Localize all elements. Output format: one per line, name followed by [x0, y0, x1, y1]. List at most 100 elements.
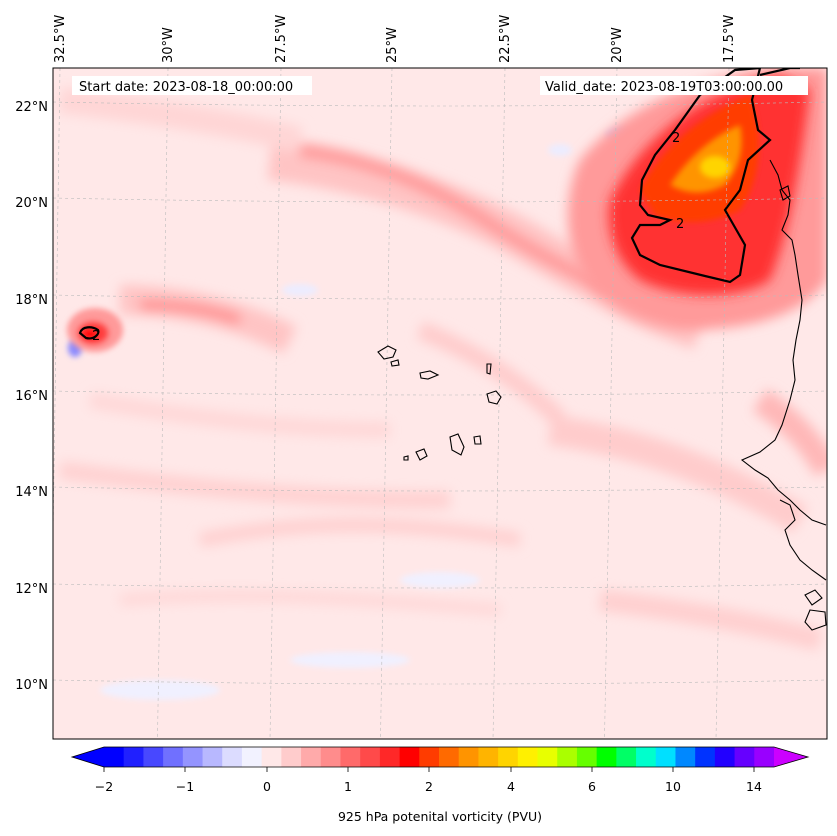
colorbar-cell [439, 747, 460, 767]
colorbar-cell [281, 747, 302, 767]
contour-line-northeast [630, 68, 772, 284]
colorbar-cell [695, 747, 716, 767]
guinea-islands [804, 589, 827, 631]
map-frame [52, 67, 828, 740]
latitude-tick-label: 10°N [15, 678, 48, 693]
longitude-labels: 32.5°W 30°W 27.5°W 25°W 22.5°W 20°W 17.5°W [53, 15, 737, 63]
contour-label: 2 [672, 131, 680, 146]
colorbar-cell [557, 747, 578, 767]
colorbar-cell [537, 747, 558, 767]
parallel-line [53, 101, 827, 107]
longitude-tick-label: 25°W [385, 27, 400, 63]
start-date: Start date: 2023-08-18_00:00:00 [79, 80, 293, 95]
contour-line-west [78, 326, 100, 340]
colorbar-ticks: −2 −1 0 1 2 4 6 10 14 [95, 767, 762, 794]
colorbar-tick-label: 1 [344, 779, 352, 794]
colorbar-cell [596, 747, 617, 767]
parallel-line [53, 583, 827, 589]
contour-line-northeast-top [759, 68, 800, 77]
africa-coast-south [779, 499, 827, 581]
colorbar-cell [616, 747, 637, 767]
colorbar-tick-label: 2 [425, 779, 433, 794]
colorbar-tick-label: 10 [665, 779, 681, 794]
colorbar-cell [754, 747, 775, 767]
valid-date-box: Valid_date: 2023-08-19T03:00:00.00 [540, 76, 808, 95]
cape-verde-brava [403, 455, 409, 461]
latitude-tick-label: 20°N [15, 196, 48, 211]
pv-vortex-west [67, 308, 123, 352]
pv-light-streaks [58, 87, 827, 651]
longitude-tick-label: 17.5°W [722, 15, 737, 63]
colorbar-cell [675, 747, 696, 767]
colorbar-cell [734, 747, 755, 767]
parallel-line [53, 197, 827, 203]
latitude-tick-label: 22°N [15, 100, 48, 115]
colorbar-cell [222, 747, 243, 767]
colorbar-cell [419, 747, 440, 767]
colorbar-cell [241, 747, 263, 767]
meridian-line [380, 68, 393, 739]
meridian-line [715, 68, 730, 739]
colorbar: −2 −1 0 1 2 4 6 10 14 925 hPa potenital vorticit… [70, 746, 810, 824]
colorbar-cell [360, 747, 381, 767]
colorbar-cell [576, 747, 598, 767]
parallel-line [53, 294, 827, 300]
colorbar-cell [517, 747, 539, 767]
colorbar-cell [340, 747, 361, 767]
colorbar-cell [182, 747, 204, 767]
longitude-tick-label: 32.5°W [53, 15, 68, 63]
parallel-line [53, 486, 827, 492]
meridian-line [604, 68, 618, 739]
meridian-line [157, 68, 169, 739]
cape-verde-sal [486, 363, 492, 375]
colorbar-cell [143, 747, 164, 767]
latitude-tick-label: 16°N [15, 389, 48, 404]
cape-verde-maio [473, 435, 482, 445]
cape-verde-sao-vicente [390, 359, 400, 367]
colorbar-cell [458, 747, 479, 767]
pv-2-contours: 2 2 2 [78, 68, 800, 344]
colorbar-cell [301, 747, 322, 767]
colorbar-label: 925 hPa potenital vorticity (PVU) [338, 809, 542, 824]
colorbar-tick-label: −1 [176, 779, 194, 794]
colorbar-cell [104, 747, 125, 767]
colorbar-tick-label: −2 [95, 779, 113, 794]
colorbar-extend-high [774, 747, 808, 767]
meridian-line [492, 68, 506, 739]
african-coast [740, 159, 827, 526]
meridian-line [269, 68, 282, 739]
coastlines [377, 159, 827, 631]
map-panel: 2 2 2 Start date: 2023-08-18_00:00:00 [53, 68, 827, 739]
colorbar-tick-label: 0 [263, 779, 271, 794]
cape-verde-boa-vista [486, 390, 502, 405]
latitude-tick-label: 12°N [15, 582, 48, 597]
colorbar-cell [379, 747, 401, 767]
colorbar-tick-label: 4 [507, 779, 515, 794]
colorbar-tick-label: 14 [746, 779, 762, 794]
colorbar-cell [123, 747, 144, 767]
colorbar-cell [320, 747, 341, 767]
longitude-tick-label: 20°W [610, 27, 625, 63]
start-date-box: Start date: 2023-08-18_00:00:00 [72, 76, 312, 95]
colorbar-tick-label: 6 [588, 779, 596, 794]
colorbar-cell [636, 747, 657, 767]
colorbar-cell [655, 747, 676, 767]
mauritania-coast-islands [779, 185, 791, 201]
valid-date: Valid_date: 2023-08-19T03:00:00.00 [545, 80, 783, 95]
latitude-tick-label: 14°N [15, 485, 48, 500]
parallel-line [53, 679, 827, 685]
colorbar-cell [261, 747, 282, 767]
longitude-tick-label: 27.5°W [274, 15, 289, 63]
colorbar-cell [202, 747, 223, 767]
colorbar-cell [498, 747, 519, 767]
longitude-tick-label: 30°W [161, 27, 176, 63]
colorbar-extend-low [72, 747, 104, 767]
contour-label: 2 [92, 329, 100, 344]
colorbar-cell [163, 747, 184, 767]
parallel-line [53, 390, 827, 396]
cape-verde-santiago [449, 433, 465, 456]
contour-label: 2 [676, 217, 684, 232]
latitude-labels: 22°N 20°N 18°N 16°N 14°N 12°N 10°N [15, 100, 48, 693]
graticule [53, 68, 827, 739]
